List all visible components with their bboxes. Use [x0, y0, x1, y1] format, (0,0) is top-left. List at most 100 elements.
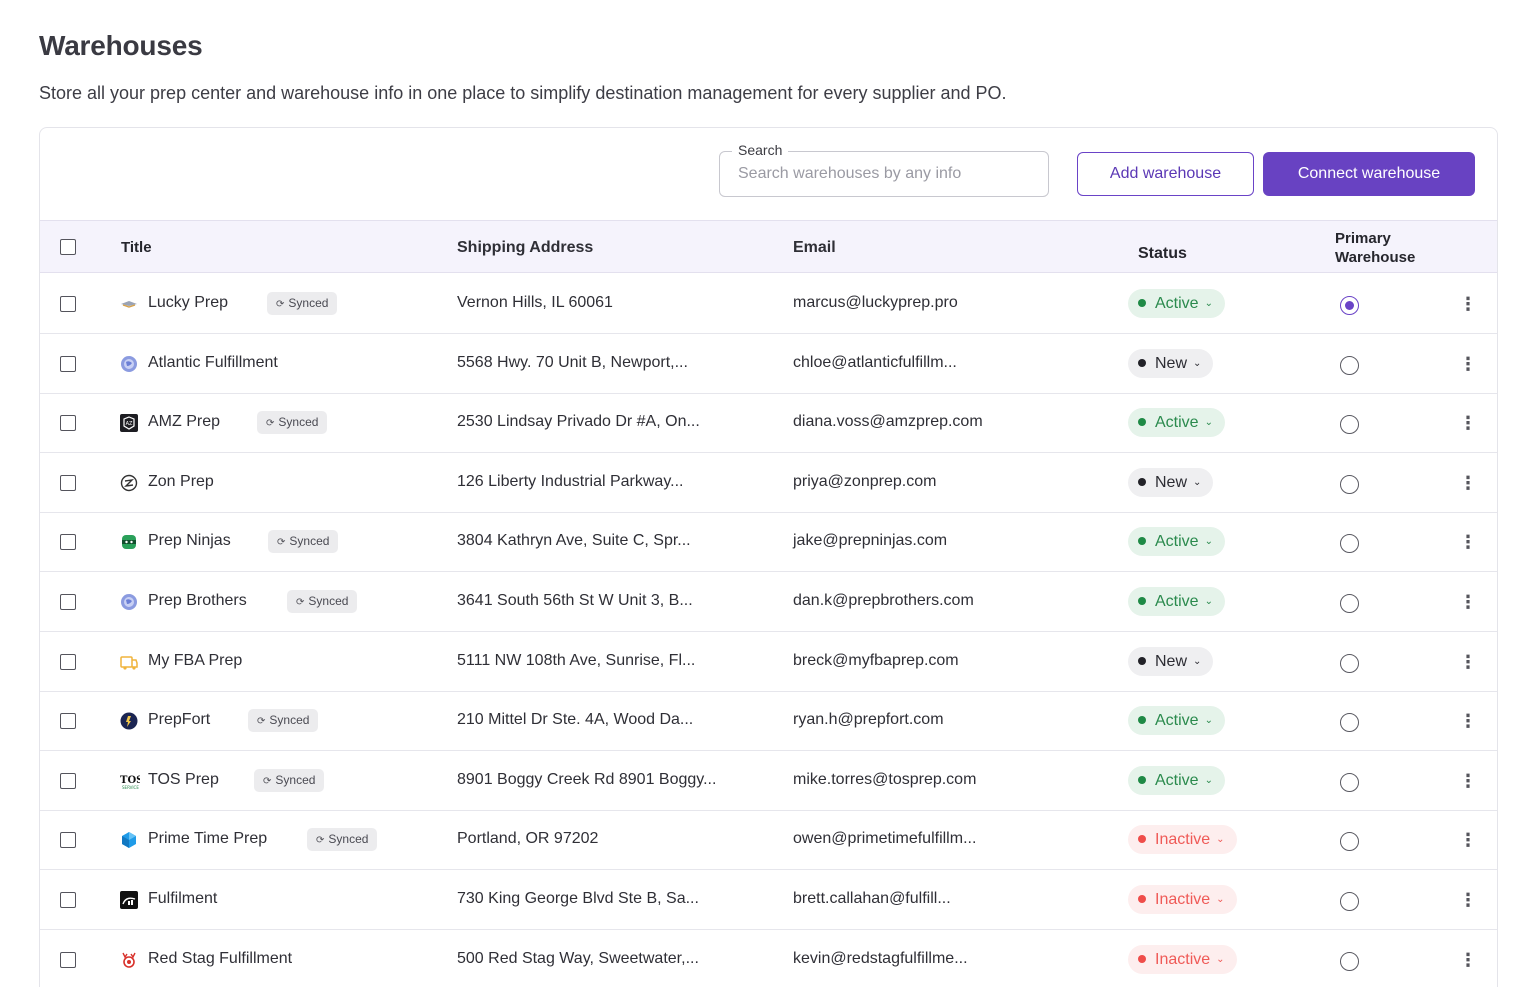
- status-dropdown[interactable]: Active ⌄: [1128, 527, 1225, 557]
- table-row[interactable]: AZ AMZ Prep ⟳ Synced 2530 Lindsay Privado Dr…: [40, 393, 1497, 454]
- primary-warehouse-radio[interactable]: [1340, 355, 1359, 375]
- warehouse-title[interactable]: Red Stag Fulfillment: [148, 949, 293, 967]
- table-row[interactable]: Red Stag Fulfillment 500 Red Stag Way, Sw…: [40, 930, 1497, 987]
- status-dropdown[interactable]: Inactive ⌄: [1128, 885, 1237, 914]
- status-dot-icon: [1138, 537, 1146, 546]
- row-checkbox[interactable]: [60, 713, 76, 730]
- warehouse-title[interactable]: Fulfilment: [148, 890, 218, 907]
- status-dropdown[interactable]: New ⌄: [1128, 467, 1214, 497]
- synced-badge: ⟳ Synced: [254, 768, 325, 792]
- row-checkbox[interactable]: [60, 951, 76, 968]
- warehouse-title[interactable]: Prime Time Prep: [148, 830, 268, 848]
- primary-warehouse-radio[interactable]: [1340, 594, 1359, 613]
- row-checkbox[interactable]: [60, 892, 76, 908]
- more-options-icon[interactable]: ⋮: [1459, 949, 1477, 970]
- row-checkbox[interactable]: [60, 772, 76, 789]
- more-options-icon[interactable]: ⋮: [1459, 770, 1477, 791]
- warehouse-email: jake@prepninjas.com: [793, 532, 948, 550]
- status-dot-icon: [1138, 477, 1146, 486]
- more-options-icon[interactable]: ⋮: [1459, 294, 1477, 314]
- row-checkbox[interactable]: [60, 415, 76, 432]
- column-header-address[interactable]: Shipping Address: [457, 239, 594, 256]
- status-dropdown[interactable]: Inactive ⌄: [1128, 944, 1237, 974]
- amz-prep-logo-icon: AZ: [120, 414, 138, 433]
- warehouse-title[interactable]: TOS Prep: [148, 770, 219, 788]
- table-row[interactable]: PrepFort ⟳ Synced 210 Mittel Dr Ste. 4A, Wo…: [40, 691, 1497, 752]
- table-row[interactable]: Fulfilment 730 King George Blvd Ste B, Sa…: [40, 870, 1497, 930]
- chevron-down-icon: ⌄: [1204, 298, 1213, 309]
- more-options-icon[interactable]: ⋮: [1459, 890, 1477, 910]
- table-row[interactable]: TOSSERVICE TOS Prep ⟳Synced 8901 Boggy Cree…: [40, 751, 1497, 811]
- connect-warehouse-button[interactable]: Connect warehouse: [1263, 152, 1475, 196]
- page-subtitle: Store all your prep center and warehouse…: [39, 83, 1007, 103]
- status-dropdown[interactable]: Active ⌄: [1128, 408, 1225, 438]
- status-label: Active: [1155, 712, 1199, 730]
- primary-warehouse-radio[interactable]: [1340, 951, 1359, 971]
- primary-warehouse-radio[interactable]: [1340, 415, 1359, 435]
- search-input[interactable]: [738, 162, 1028, 186]
- warehouse-title[interactable]: My FBA Prep: [148, 651, 243, 669]
- table-row[interactable]: Prep Brothers ⟳ Synced 3641 South 56th St W…: [40, 572, 1497, 632]
- primary-warehouse-radio[interactable]: [1340, 474, 1359, 494]
- row-checkbox[interactable]: [60, 355, 76, 372]
- more-options-icon[interactable]: ⋮: [1459, 413, 1477, 434]
- more-options-icon[interactable]: ⋮: [1459, 711, 1477, 732]
- table-row[interactable]: Prep Ninjas ⟳ Synced 3804 Kathryn Ave, Suit…: [40, 512, 1497, 573]
- status-dropdown[interactable]: New ⌄: [1128, 646, 1214, 676]
- warehouse-title[interactable]: AMZ Prep: [148, 413, 221, 431]
- primary-warehouse-radio[interactable]: [1340, 772, 1359, 792]
- status-dropdown[interactable]: New ⌄: [1128, 348, 1214, 378]
- sync-icon: ⟳: [296, 597, 305, 608]
- more-options-icon[interactable]: ⋮: [1459, 532, 1477, 553]
- row-checkbox[interactable]: [60, 534, 76, 551]
- warehouse-email: mike.torres@tosprep.com: [793, 770, 977, 788]
- primary-warehouse-radio[interactable]: [1340, 713, 1359, 733]
- warehouse-title[interactable]: Prep Ninjas: [148, 532, 231, 550]
- warehouse-title[interactable]: Atlantic Fulfillment: [148, 353, 278, 371]
- status-label: Active: [1155, 771, 1199, 789]
- search-field[interactable]: Search: [719, 142, 1049, 197]
- warehouse-email: breck@myfbaprep.com: [793, 651, 959, 669]
- more-options-icon[interactable]: ⋮: [1459, 651, 1477, 672]
- add-warehouse-button[interactable]: Add warehouse: [1077, 152, 1254, 196]
- synced-label: Synced: [288, 296, 329, 310]
- select-all-checkbox[interactable]: [60, 239, 76, 255]
- column-header-email[interactable]: Email: [793, 239, 836, 256]
- row-checkbox[interactable]: [60, 474, 76, 491]
- table-row[interactable]: Atlantic Fulfillment 5568 Hwy. 70 Unit B,…: [40, 334, 1497, 394]
- warehouse-title[interactable]: Prep Brothers: [148, 592, 247, 609]
- row-checkbox[interactable]: [60, 594, 76, 610]
- more-options-icon[interactable]: ⋮: [1459, 353, 1477, 374]
- sync-icon: ⟳: [316, 835, 325, 847]
- table-row[interactable]: Lucky Prep ⟳ Synced Vernon Hills, IL 60061 m…: [40, 274, 1497, 334]
- column-header-status[interactable]: Status: [1138, 245, 1187, 262]
- primary-warehouse-radio[interactable]: [1340, 296, 1359, 315]
- primary-warehouse-radio[interactable]: [1340, 892, 1359, 911]
- status-dropdown[interactable]: Active ⌄: [1128, 765, 1225, 795]
- prepfort-logo-icon: [120, 712, 138, 730]
- more-options-icon[interactable]: ⋮: [1459, 830, 1477, 851]
- column-header-primary[interactable]: Primary Warehouse: [1335, 230, 1416, 266]
- table-row[interactable]: My FBA Prep 5111 NW 108th Ave, Sunrise, F…: [40, 632, 1497, 692]
- more-options-icon[interactable]: ⋮: [1459, 592, 1477, 612]
- warehouse-title[interactable]: Zon Prep: [148, 472, 214, 490]
- column-header-title[interactable]: Title: [121, 239, 152, 256]
- table-row[interactable]: Prime Time Prep ⟳ Synced Portland, OR 97202…: [40, 810, 1497, 871]
- row-checkbox[interactable]: [60, 832, 76, 849]
- status-dropdown[interactable]: Active ⌄: [1128, 706, 1225, 736]
- more-options-icon[interactable]: ⋮: [1459, 472, 1477, 493]
- warehouse-title[interactable]: Lucky Prep: [148, 294, 229, 311]
- status-dropdown[interactable]: Inactive ⌄: [1128, 825, 1237, 855]
- warehouse-email: dan.k@prepbrothers.com: [793, 592, 974, 609]
- row-checkbox[interactable]: [60, 653, 76, 670]
- synced-label: Synced: [308, 594, 349, 608]
- status-dropdown[interactable]: Active ⌄: [1128, 587, 1225, 616]
- primary-warehouse-radio[interactable]: [1340, 832, 1359, 852]
- primary-warehouse-radio[interactable]: [1340, 653, 1359, 673]
- table-row[interactable]: Zon Prep 126 Liberty Industrial Parkway..…: [40, 453, 1497, 513]
- warehouse-title[interactable]: PrepFort: [148, 711, 211, 729]
- status-dropdown[interactable]: Active ⌄: [1128, 289, 1225, 318]
- primary-warehouse-radio[interactable]: [1340, 534, 1359, 554]
- row-checkbox[interactable]: [60, 296, 76, 312]
- warehouse-email: kevin@redstagfulfillme...: [793, 949, 968, 967]
